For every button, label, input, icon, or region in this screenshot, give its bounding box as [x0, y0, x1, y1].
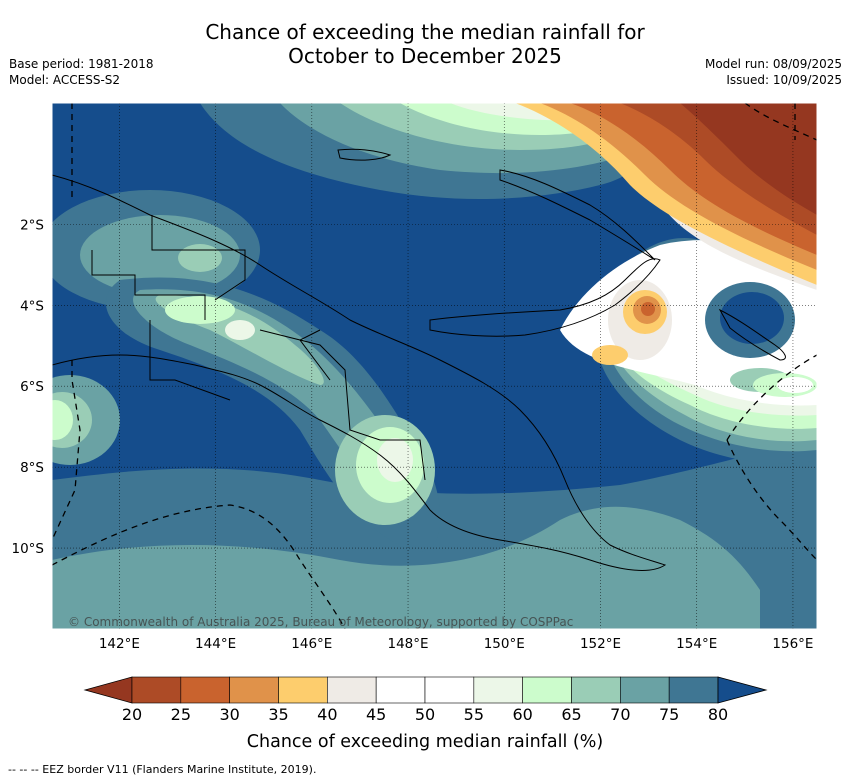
model-text: Model: ACCESS-S2: [9, 73, 121, 87]
province-border-3: [259, 329, 426, 481]
colorbar-over-arrow: [717, 676, 768, 704]
colorbar-tick-label: 40: [317, 705, 337, 724]
gridlines: [52, 103, 817, 629]
issued-text: Issued: 10/09/2025: [726, 73, 842, 87]
copyright-watermark: © Commonwealth of Australia 2025, Bureau…: [68, 615, 573, 629]
colorbar-segment: [375, 676, 426, 704]
lon-tick-label: 152°E: [580, 636, 621, 652]
base-period-text: Base period: 1981-2018: [9, 57, 154, 71]
colorbar-tick-label: 65: [561, 705, 581, 724]
colorbar-title: Chance of exceeding median rainfall (%): [247, 732, 603, 752]
lat-tick-label: 6°S: [20, 379, 44, 395]
new-britain-coastline: [429, 258, 661, 337]
lat-tick-label: 4°S: [20, 298, 44, 314]
colorbar-labels: 20 25 30 35 40 45 50 55 60 65 70 75 80: [122, 705, 728, 724]
title-line-2: October to December 2025: [288, 44, 562, 68]
colorbar-segment: [131, 676, 182, 704]
colorbar-segment: [229, 676, 279, 704]
colorbar-tick-label: 55: [464, 705, 484, 724]
contour-fields: [52, 103, 817, 629]
blob-dry2-35: [592, 345, 628, 365]
colorbar-tick-label: 80: [708, 705, 728, 724]
band-70-central: [133, 289, 419, 518]
colorbar-tick-label: 75: [659, 705, 679, 724]
eez-west-south: [52, 360, 81, 541]
blob-mountain-55: [225, 320, 255, 340]
colorbar-segment: [522, 676, 572, 704]
chart-title: Chance of exceeding the median rainfall …: [0, 20, 850, 68]
lon-tick-labels: 142°E 144°E 146°E 148°E 150°E 152°E 154°E 156°E: [99, 636, 814, 652]
lon-tick-label: 146°E: [291, 636, 332, 652]
model-run-text: Model run: 08/09/2025: [704, 57, 842, 71]
colorbar-tick-label: 45: [366, 705, 386, 724]
blob-mountain-60: [165, 296, 235, 324]
colorbar-tick-label: 20: [122, 705, 142, 724]
footer-note: -- -- -- EEZ border V11 (Flanders Marine…: [8, 763, 317, 776]
colorbar-segment: [424, 676, 475, 704]
colorbar-tick-label: 60: [512, 705, 532, 724]
eez-east: [726, 354, 817, 441]
lon-tick-label: 148°E: [388, 636, 429, 652]
manus-coastline: [337, 148, 392, 161]
eez-borders: [52, 103, 817, 629]
blob-west-65: [178, 244, 222, 272]
map-frame: [51, 102, 818, 630]
colorbar-tick-label: 30: [219, 705, 239, 724]
province-border-5: [299, 329, 331, 381]
colorbar-segment: [571, 676, 621, 704]
colorbar-segment: [278, 676, 328, 704]
band-under-ne: [680, 103, 817, 215]
colorbar-segment: [327, 676, 377, 704]
blob-central-55: [377, 438, 413, 482]
colorbar-segments: [131, 676, 719, 704]
blob-dry-25: [641, 302, 655, 316]
lat-tick-label: 2°S: [20, 217, 44, 233]
lon-tick-label: 142°E: [99, 636, 140, 652]
colorbar-segment: [180, 676, 230, 704]
lat-tick-label: 8°S: [20, 460, 44, 476]
colorbar-segment: [620, 676, 670, 704]
colorbar-tick-label: 70: [610, 705, 630, 724]
new-guinea-coastline: [52, 174, 667, 571]
blob-far-west-60: [52, 400, 73, 440]
lon-tick-label: 156°E: [772, 636, 813, 652]
eez-southeast: [726, 439, 817, 561]
lon-tick-label: 154°E: [676, 636, 717, 652]
title-line-1: Chance of exceeding the median rainfall …: [205, 20, 645, 44]
province-border-4: [151, 215, 246, 301]
lon-tick-label: 150°E: [484, 636, 525, 652]
colorbar-tick-label: 50: [415, 705, 435, 724]
band-70-south: [52, 506, 760, 629]
colorbar-segment: [473, 676, 523, 704]
blob-east-wet-80: [720, 292, 784, 344]
new-ireland-coastline: [499, 169, 656, 261]
blob-east-wet-55: [777, 377, 813, 393]
colorbar-tick-label: 35: [268, 705, 288, 724]
meta-left: Base period: 1981-2018 Model: ACCESS-S2: [9, 56, 154, 88]
colorbar-segment: [668, 676, 719, 704]
colorbar-under-arrow: [83, 676, 133, 704]
meta-right: Model run: 08/09/2025 Issued: 10/09/2025: [705, 56, 842, 88]
lat-tick-label: 10°S: [12, 541, 45, 557]
lat-tick-labels: 2°S 4°S 6°S 8°S 10°S: [12, 217, 45, 557]
coastlines: [52, 148, 786, 571]
lon-tick-label: 144°E: [195, 636, 236, 652]
colorbar: 20 25 30 35 40 45 50 55 60 65 70 75 80 Chance of exc…: [83, 676, 768, 752]
eez-south: [52, 504, 346, 629]
province-border-1: [91, 250, 206, 320]
province-border-2: [149, 320, 231, 401]
colorbar-tick-label: 25: [171, 705, 191, 724]
bougainville-coastline: [718, 308, 786, 361]
